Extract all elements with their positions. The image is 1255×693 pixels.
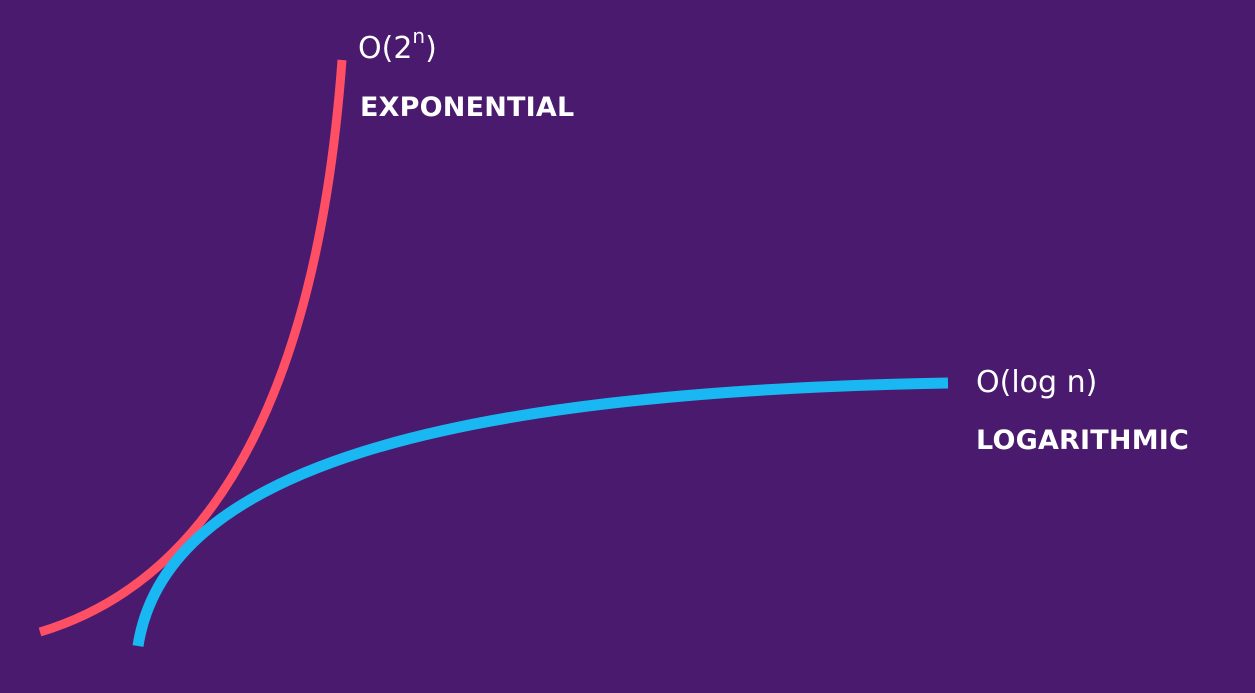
logarithmic-curve	[132, 377, 949, 647]
logarithmic-label: LOGARITHMIC	[976, 425, 1190, 456]
exponential-exponent: n	[412, 24, 426, 48]
exponential-curve	[38, 59, 347, 637]
exponential-notation: O(2n)	[358, 24, 437, 66]
logarithmic-notation: O(log n)	[976, 365, 1098, 400]
exponential-label: EXPONENTIAL	[360, 92, 575, 123]
